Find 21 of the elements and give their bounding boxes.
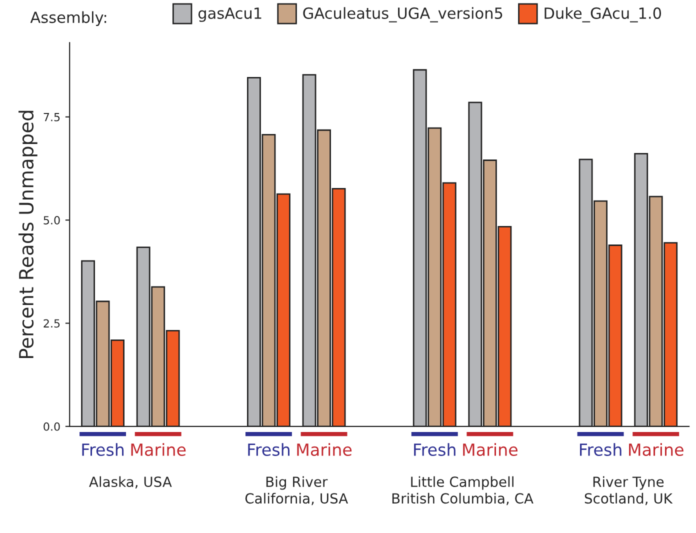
y-tick-label: 7.5 — [44, 113, 60, 122]
text: Big River California, USA — [245, 476, 348, 506]
y-tick-label: 5.0 — [44, 216, 60, 224]
x-tick-label: Fresh — [414, 443, 456, 456]
legend-title: Assembly: — [30, 11, 106, 26]
text: Alaska, USA — [89, 476, 172, 488]
legend-label: Duke_GAcu_1.0 — [544, 7, 662, 22]
legend-label: gasAcu1 — [198, 8, 262, 22]
x-tick-label: Fresh — [82, 443, 124, 456]
legend-label: GAculeatus_UGA_version5 — [303, 7, 502, 22]
y-tick-label: 0.0 — [44, 422, 60, 431]
x-tick-label: Marine — [463, 443, 518, 456]
y-axis-title: Percent Reads Unmapped — [18, 110, 38, 358]
x-tick-label: Marine — [297, 443, 352, 456]
x-tick-label: Marine — [131, 443, 186, 456]
x-tick-label: Fresh — [248, 443, 290, 456]
x-tick-label: Fresh — [580, 443, 622, 456]
text: River Tyne Scotland, UK — [584, 476, 673, 506]
y-tick-label: 2.5 — [44, 319, 60, 328]
text: Little Campbell British Columbia, CA — [392, 476, 534, 506]
x-tick-label: Marine — [629, 443, 684, 456]
